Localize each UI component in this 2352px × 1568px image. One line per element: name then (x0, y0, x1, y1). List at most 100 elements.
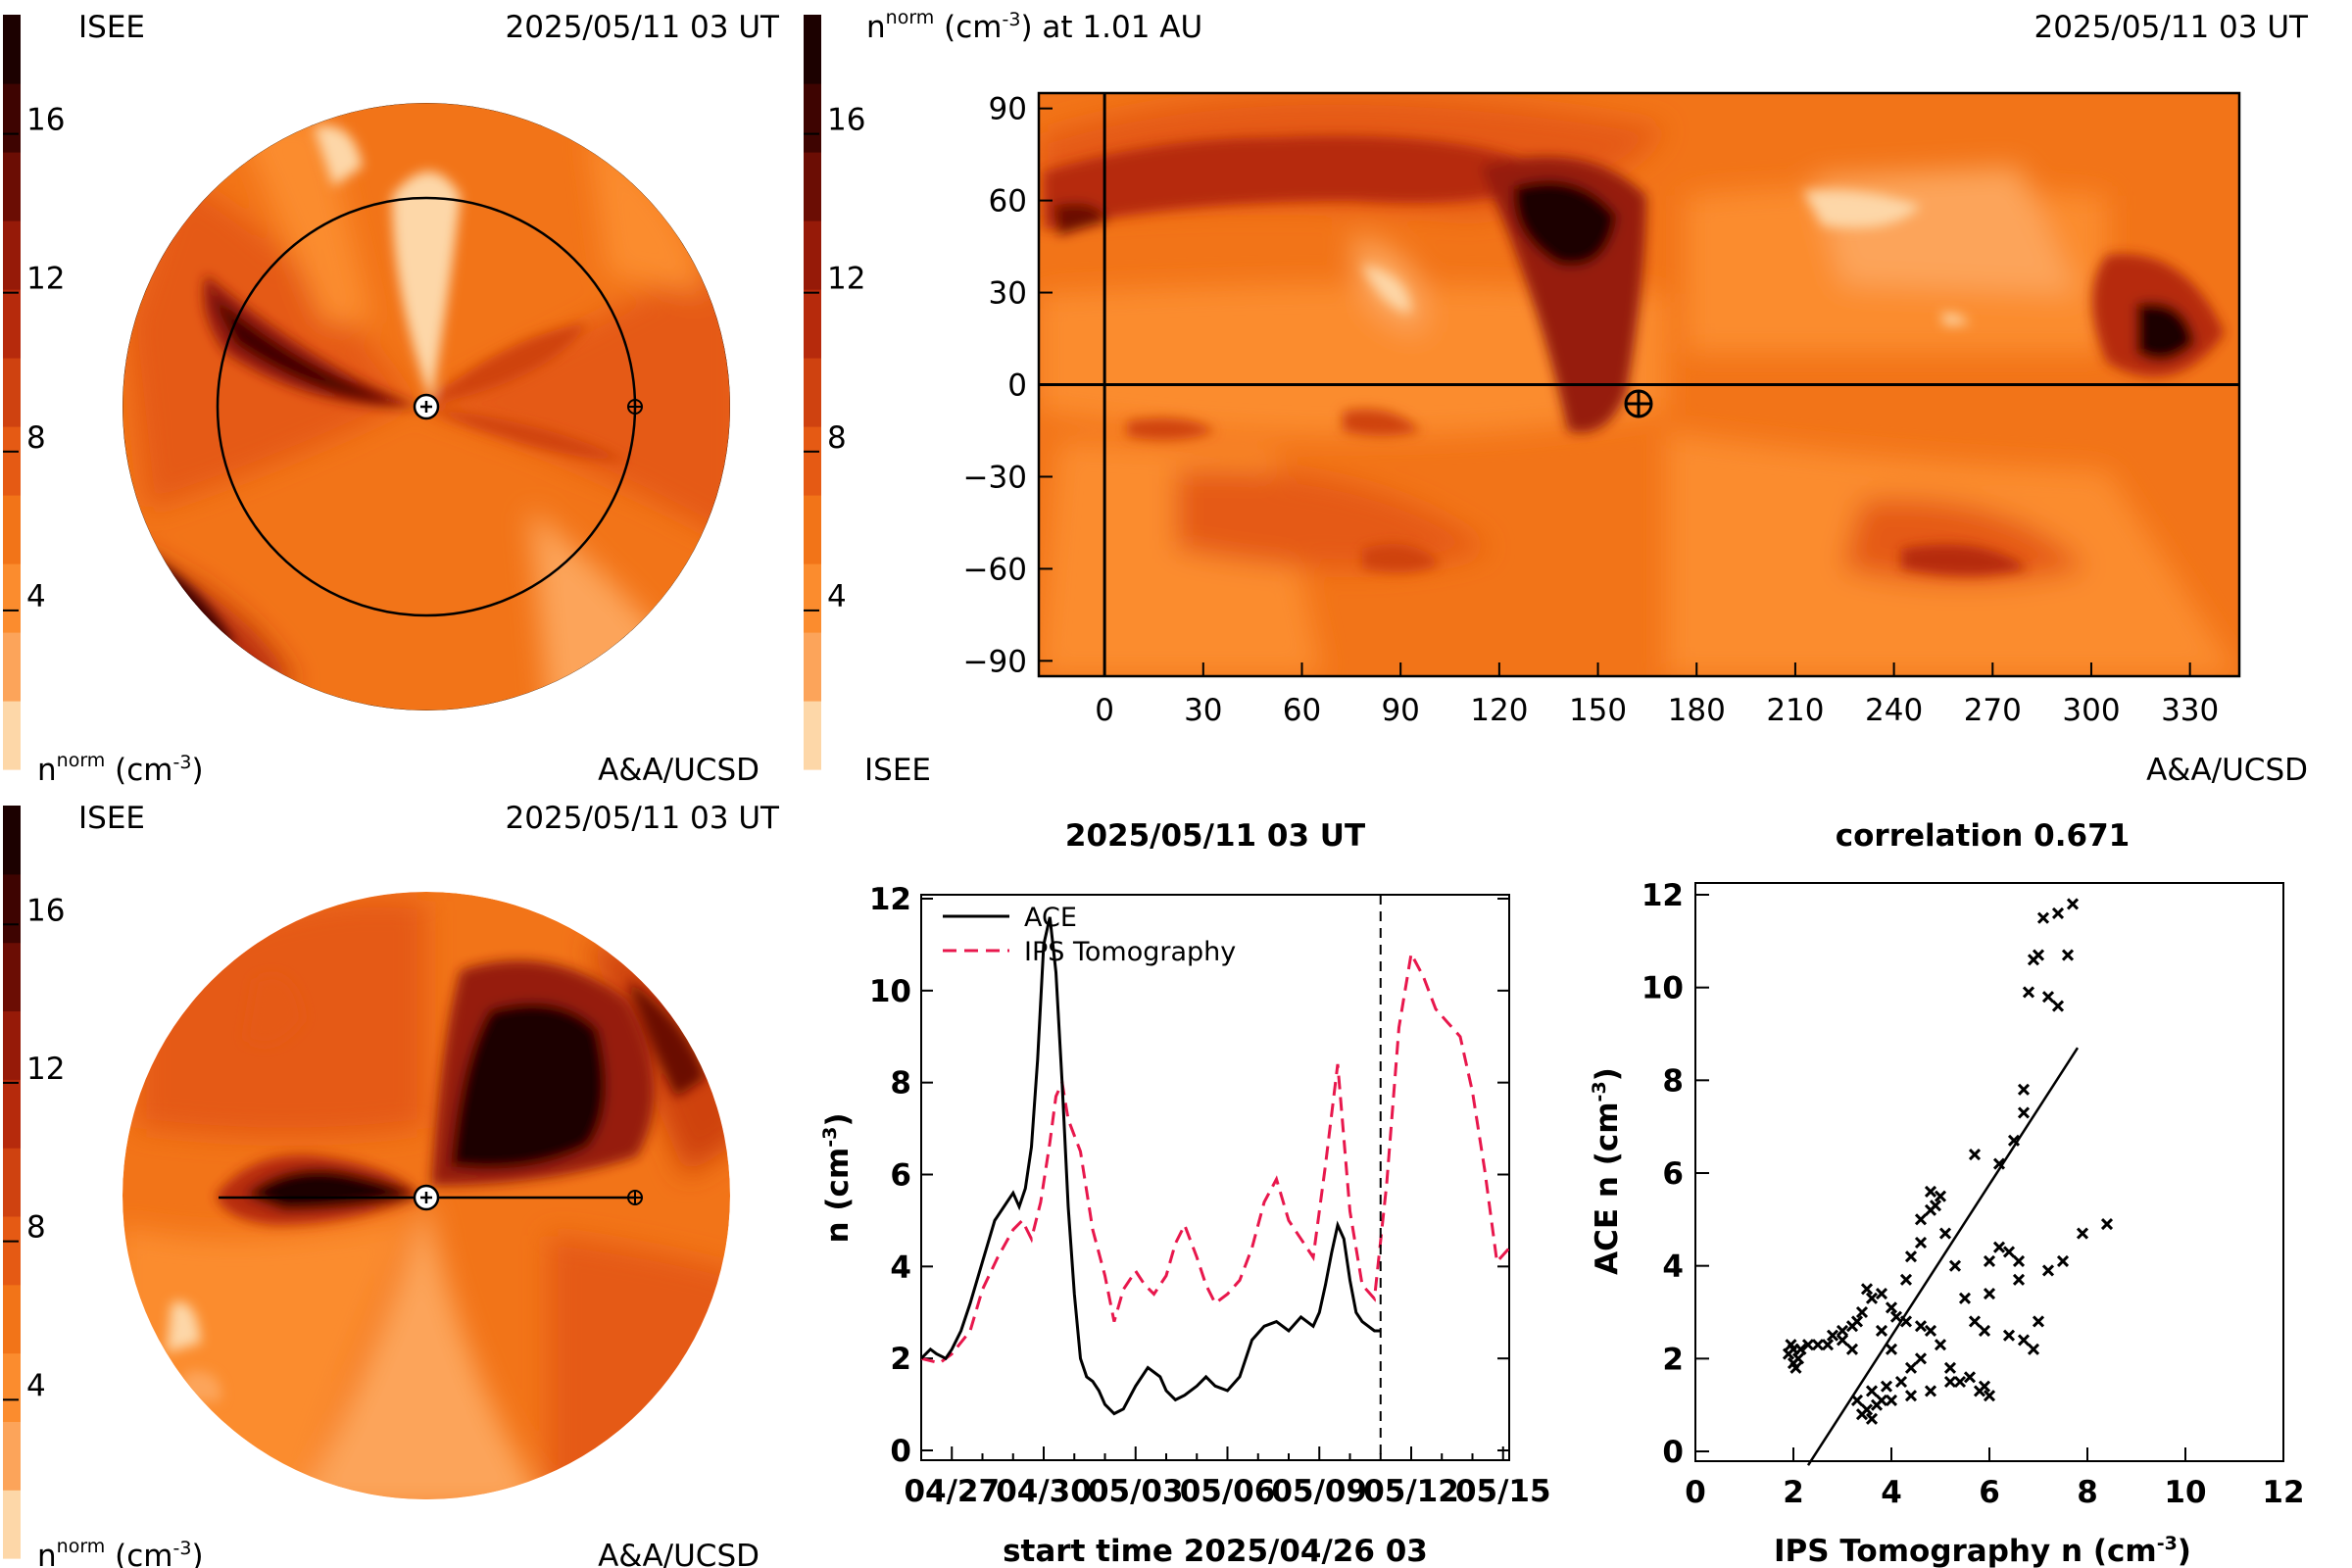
scatter-point (1821, 1339, 1835, 1351)
scatter-point (1963, 1371, 1977, 1384)
scatter-point (1899, 1315, 1913, 1328)
time-series-axes: 0 2 4 6 8 10 12 04/2704/3005/0305/0605/0905/120… (869, 882, 1551, 1509)
ts-x-tick-label: 04/27 (904, 1474, 1000, 1509)
scatter-point (1914, 1236, 1928, 1250)
colorbar-band (3, 289, 21, 359)
scatter-point (1875, 1288, 1888, 1300)
scatter-point (2002, 1329, 2016, 1342)
ts-ylabel-exp: -3 (819, 1127, 841, 1148)
sc-ylabel-close: ) (1590, 1067, 1625, 1081)
colorbar-band (3, 806, 21, 875)
colorbar-band (804, 632, 821, 702)
ts-y-tick-label: 0 (890, 1434, 911, 1469)
map-panel-at-1au: 4 8 12 16 (804, 7, 2309, 788)
map-y-tick-label: −30 (963, 460, 1027, 495)
map-x-tick-label: 330 (2161, 693, 2219, 728)
scatter-ylabel: ACE n (cm-3) (1589, 1067, 1625, 1275)
sc-x-tick-label: 10 (2164, 1475, 2206, 1510)
scatter-point (1938, 1227, 1952, 1240)
polar-panel-top: 4 8 12 16 (3, 10, 780, 788)
scatter-point (1914, 1213, 1928, 1226)
time-series-title: 2025/05/11 03 UT (1065, 818, 1365, 854)
map-x-tick-label: 30 (1184, 693, 1222, 728)
map-x-tick-label: 90 (1381, 693, 1419, 728)
map-x-tick-label: 240 (1865, 693, 1923, 728)
credit-bottom-left: A&A/UCSD (598, 1539, 760, 1568)
colorbar-tick-label: 8 (26, 420, 46, 456)
scatter-point (2036, 911, 2050, 924)
legend: ACE IPS Tomography (943, 903, 1236, 967)
ts-x-tick-label: 05/12 (1363, 1474, 1459, 1509)
colorbar-band (3, 83, 21, 153)
scatter-point (1826, 1329, 1839, 1342)
series-line-ips-tomography (921, 949, 1509, 1365)
colorbar-band (804, 152, 821, 221)
map-title-sup: norm (886, 7, 935, 28)
date-top-left: 2025/05/11 03 UT (506, 10, 781, 45)
sc-x-tick-label: 4 (1881, 1475, 1902, 1510)
colorbar-band (3, 701, 21, 770)
scatter-point (2012, 1254, 2026, 1267)
scatter-point (1785, 1339, 1797, 1351)
scatter-point (1885, 1343, 1898, 1355)
colorbar-bottom-left: 4 8 12 16 (3, 806, 65, 1559)
colorbar-tick-label: 16 (26, 893, 65, 928)
unit-sup-bottom-left: norm (57, 1536, 106, 1557)
scatter-point (1924, 1385, 1937, 1397)
scatter-point (1978, 1324, 1991, 1337)
scatter-point (1978, 1380, 1991, 1393)
colorbar-band (3, 1010, 21, 1080)
map-x-tick-label: 0 (1095, 693, 1114, 728)
colorbar-band (3, 564, 21, 633)
colorbar-tick-label: 12 (26, 1052, 65, 1087)
scatter-point (2017, 1334, 2031, 1347)
scatter-xlabel: IPS Tomography n (cm-3) (1774, 1533, 2191, 1568)
sc-xlabel-exp: -3 (2157, 1533, 2178, 1554)
scatter-point (2076, 1227, 2089, 1240)
scatter-point (1953, 1375, 1967, 1389)
colorbar-tick-label: 4 (26, 579, 46, 614)
scatter-point (1992, 1241, 2006, 1253)
unit-exp-top-left: -3 (173, 752, 192, 773)
ts-y-tick-label: 6 (890, 1158, 911, 1194)
scatter-point (1801, 1339, 1815, 1351)
ts-x-tick-label: 05/03 (1088, 1474, 1184, 1509)
colorbar-band (3, 495, 21, 564)
scatter-point (1943, 1361, 1957, 1374)
colorbar-tick-label: 4 (26, 1368, 46, 1403)
scatter-point (2051, 1000, 2065, 1012)
map-x-tick-label: 300 (2062, 693, 2120, 728)
scatter-point (2017, 1106, 2031, 1119)
scatter-point (1855, 1408, 1869, 1421)
colorbar-band (3, 1352, 21, 1422)
scatter-point (2032, 949, 2045, 961)
scatter-point (1885, 1301, 1898, 1314)
colorbar-band (3, 1284, 21, 1354)
time-series-frame (920, 894, 1510, 1461)
scatter-point (1811, 1339, 1825, 1351)
scatter-panel: correlation 0.671 0 2 4 6 8 10 12 0 2 4 6 8 10 12 IPS… (1589, 818, 2305, 1568)
scatter-point (1880, 1380, 1893, 1393)
date-top-right: 2025/05/11 03 UT (2034, 10, 2310, 45)
colorbar-band (3, 1079, 21, 1149)
scatter-point (1904, 1250, 1918, 1263)
scatter-point (1836, 1324, 1849, 1337)
series-line-ace (921, 916, 1381, 1416)
map-title: nnorm (cm-3) at 1.01 AU (866, 7, 1202, 45)
scatter-point (1968, 1149, 1982, 1161)
colorbar-tick-label: 8 (827, 420, 847, 456)
scatter-point (1889, 1310, 1903, 1323)
time-series-xlabel: start time 2025/04/26 03 (1003, 1534, 1428, 1568)
colorbar-top-right: 4 8 12 16 (804, 15, 865, 770)
scatter-point (2100, 1218, 2114, 1231)
colorbar-band (3, 1421, 21, 1491)
scatter-point (2041, 991, 2055, 1004)
unit-exp-bottom-left: -3 (173, 1538, 192, 1559)
map-title-exp: -3 (1003, 9, 1021, 30)
scatter-point (1924, 1324, 1937, 1337)
map-y-tick-label: −90 (963, 644, 1027, 679)
legend-label-ace: ACE (1024, 903, 1077, 933)
scatter-point (2051, 906, 2065, 919)
sc-xlabel-close: ) (2178, 1534, 2191, 1568)
